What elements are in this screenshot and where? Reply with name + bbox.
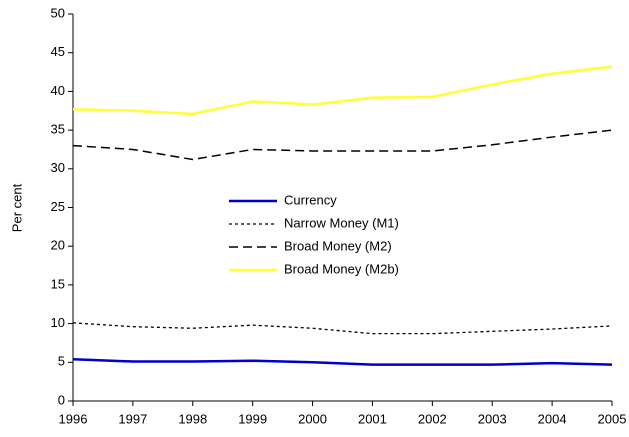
x-tick-label: 2000: [298, 411, 327, 426]
y-tick-label: 30: [51, 160, 65, 175]
x-tick-label: 1999: [238, 411, 267, 426]
series-line: [72, 322, 613, 335]
x-tick-label: 2004: [538, 411, 567, 426]
x-tick-label: 2005: [598, 411, 627, 426]
x-tick-label: 2001: [358, 411, 387, 426]
y-axis-label: Per cent: [9, 183, 24, 232]
x-tick-label: 1998: [178, 411, 207, 426]
y-tick-label: 0: [58, 392, 65, 407]
x-tick-label: 1996: [59, 411, 88, 426]
legend-label: Currency: [284, 192, 337, 207]
x-tick-label: 1997: [118, 411, 147, 426]
y-tick-label: 20: [51, 238, 65, 253]
legend-label: Narrow Money (M1): [284, 215, 399, 230]
y-tick-label: 25: [51, 199, 65, 214]
y-tick-label: 10: [51, 315, 65, 330]
series-line: [72, 129, 613, 161]
y-tick-label: 5: [58, 354, 65, 369]
x-tick-label: 2002: [418, 411, 447, 426]
y-tick-label: 35: [51, 122, 65, 137]
series-line: [72, 357, 613, 366]
y-tick-label: 45: [51, 44, 65, 59]
y-tick-label: 40: [51, 83, 65, 98]
x-tick-label: 2003: [478, 411, 507, 426]
legend-label: Broad Money (M2): [284, 238, 392, 253]
y-tick-label: 15: [51, 276, 65, 291]
series-line: [72, 65, 613, 116]
y-tick-label: 50: [51, 5, 65, 20]
legend-label: Broad Money (M2b): [284, 261, 399, 276]
